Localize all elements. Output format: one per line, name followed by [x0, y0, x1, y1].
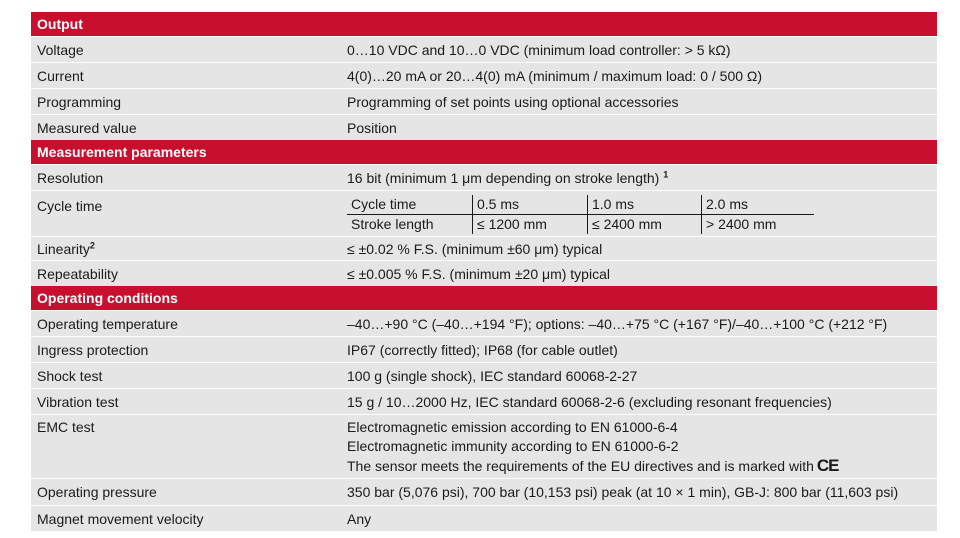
- row-label: Current: [37, 68, 84, 84]
- row-voltage: Voltage 0…10 VDC and 10…0 VDC (minimum l…: [31, 36, 937, 62]
- row-current: Current 4(0)…20 mA or 20…4(0) mA (minimu…: [31, 62, 937, 88]
- row-label: Measured value: [37, 120, 137, 136]
- row-value: 4(0)…20 mA or 20…4(0) mA (minimum / maxi…: [347, 68, 763, 84]
- row-label: Ingress protection: [37, 342, 149, 358]
- row-resolution: Resolution 16 bit (minimum 1 μm dependin…: [31, 164, 937, 190]
- row-value: IP67 (correctly fitted); IP68 (for cable…: [347, 342, 618, 358]
- emc-line: Electromagnetic immunity according to EN…: [347, 438, 679, 454]
- section-header-operating: Operating conditions: [31, 286, 937, 310]
- row-repeatability: Repeatability ≤ ±0.005 % F.S. (minimum ±…: [31, 260, 937, 286]
- row-programming: Programming Programming of set points us…: [31, 88, 937, 114]
- stroke-length-row: Stroke length ≤ 1200 mm ≤ 2400 mm > 2400…: [347, 214, 814, 234]
- footnote-marker: 2: [89, 240, 95, 251]
- row-value: 16 bit (minimum 1 μm depending on stroke…: [342, 165, 937, 190]
- row-magnet-velocity: Magnet movement velocity Any: [31, 505, 937, 531]
- row-value: Programming of set points using optional…: [347, 94, 679, 110]
- row-value: ≤ ±0.02 % F.S. (minimum ±60 μm) typical: [347, 241, 603, 257]
- stroke-length-cell: > 2400 mm: [701, 214, 814, 234]
- emc-line: The sensor meets the requirements of the…: [347, 456, 937, 476]
- row-value: 100 g (single shock), IEC standard 60068…: [347, 368, 638, 384]
- cycle-table-cell: Cycle time 0.5 ms 1.0 ms 2.0 ms Stroke l…: [342, 191, 937, 236]
- row-value: 350 bar (5,076 psi), 700 bar (10,153 psi…: [347, 484, 899, 500]
- row-label: Shock test: [37, 368, 103, 384]
- row-value: Position: [347, 120, 397, 136]
- cycle-header-label: Cycle time: [347, 195, 473, 215]
- ce-mark-icon: CE: [816, 456, 840, 475]
- row-value: 15 g / 10…2000 Hz, IEC standard 60068-2-…: [347, 394, 832, 410]
- row-value: 0…10 VDC and 10…0 VDC (minimum load cont…: [347, 42, 731, 58]
- row-label: Operating temperature: [37, 316, 178, 332]
- row-label: Vibration test: [37, 394, 119, 410]
- row-value: –40…+90 °C (–40…+194 °F); options: –40…+…: [347, 316, 888, 332]
- row-label: Magnet movement velocity: [37, 511, 204, 527]
- row-linearity: Linearity2 ≤ ±0.02 % F.S. (minimum ±60 μ…: [31, 236, 937, 260]
- row-label: Programming: [37, 94, 122, 110]
- stroke-length-cell: ≤ 2400 mm: [587, 214, 702, 234]
- row-operating-pressure: Operating pressure 350 bar (5,076 psi), …: [31, 478, 937, 505]
- stroke-length-label: Stroke length: [351, 216, 434, 232]
- emc-line: Electromagnetic emission according to EN…: [347, 419, 678, 435]
- stroke-length-cell: ≤ 1200 mm: [472, 214, 588, 234]
- cycle-header-cell: 1.0 ms: [587, 195, 702, 215]
- row-vibration-test: Vibration test 15 g / 10…2000 Hz, IEC st…: [31, 388, 937, 414]
- row-cycle-time: Cycle time Cycle time 0.5 ms 1.0 ms 2.0 …: [31, 190, 937, 236]
- row-ingress-protection: Ingress protection IP67 (correctly fitte…: [31, 336, 937, 362]
- row-emc-test: EMC test Electromagnetic emission accord…: [31, 414, 937, 478]
- cycle-header-row: Cycle time 0.5 ms 1.0 ms 2.0 ms: [347, 195, 814, 215]
- cycle-time-table: Cycle time 0.5 ms 1.0 ms 2.0 ms Stroke l…: [347, 195, 814, 234]
- emc-ce-statement: The sensor meets the requirements of the…: [347, 458, 814, 474]
- row-shock-test: Shock test 100 g (single shock), IEC sta…: [31, 362, 937, 388]
- footnote-marker: 1: [663, 169, 669, 180]
- row-value: Any: [347, 511, 372, 527]
- row-value: ≤ ±0.005 % F.S. (minimum ±20 μm) typical: [347, 266, 610, 282]
- section-header-measurement: Measurement parameters: [31, 140, 937, 164]
- spec-table: Output Voltage 0…10 VDC and 10…0 VDC (mi…: [31, 12, 937, 531]
- row-label: Cycle time: [37, 198, 103, 214]
- linearity-label: Linearity: [37, 241, 90, 257]
- row-label: EMC test: [37, 419, 95, 435]
- section-header-output: Output: [31, 12, 937, 36]
- row-label: Resolution: [37, 170, 104, 186]
- resolution-text: 16 bit (minimum 1 μm depending on stroke…: [347, 170, 660, 186]
- row-label: Linearity2: [31, 237, 342, 260]
- cycle-header-cell: 2.0 ms: [701, 195, 814, 215]
- row-operating-temperature: Operating temperature –40…+90 °C (–40…+1…: [31, 310, 937, 336]
- row-value: Electromagnetic emission according to EN…: [342, 415, 937, 478]
- row-label: Voltage: [37, 42, 84, 58]
- row-label: Operating pressure: [37, 484, 157, 500]
- row-measured-value: Measured value Position: [31, 114, 937, 140]
- row-label: Repeatability: [37, 266, 118, 282]
- cycle-header-cell: 0.5 ms: [472, 195, 588, 215]
